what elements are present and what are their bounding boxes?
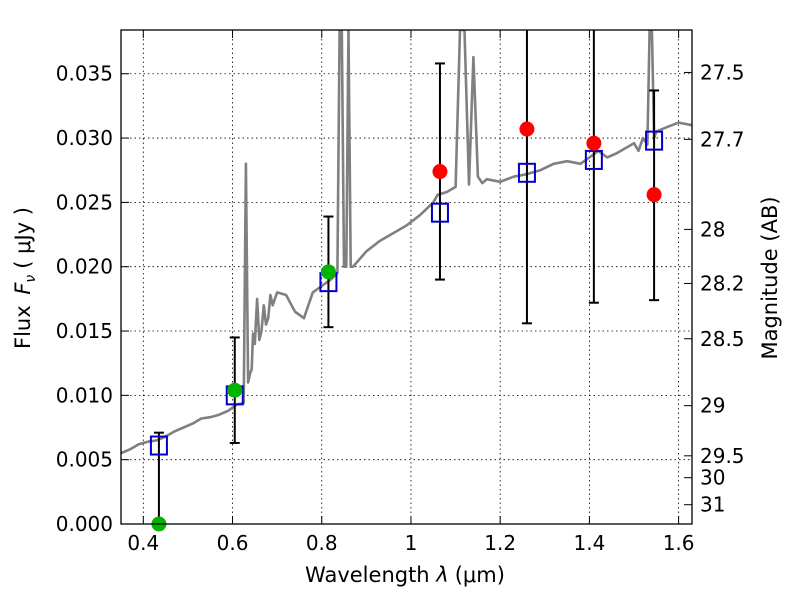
y-tick-label: 0.025 [56, 190, 113, 214]
y2-tick-label: 28.5 [700, 327, 745, 351]
y-tick-label: 0.000 [56, 512, 113, 536]
plot-area [121, 30, 692, 532]
y2-tick-label: 28 [700, 217, 725, 241]
model-photometry-square [584, 149, 603, 170]
y2-tick-label: 29.5 [700, 444, 745, 468]
detection-point [320, 264, 336, 280]
x-tick-label: 1.4 [573, 531, 605, 555]
y2-tick-label: 27.5 [700, 60, 745, 84]
model-spectrum-line [121, 30, 692, 455]
y-tick-label: 0.020 [56, 255, 113, 279]
y2-tick-label: 31 [700, 493, 725, 517]
x-axis-label: Wavelength λ (μm) [305, 563, 505, 587]
x-tick-label: 0.4 [127, 531, 159, 555]
axes [120, 29, 693, 525]
y2-tick-label: 28.2 [700, 271, 745, 295]
nondetection-point [586, 135, 602, 151]
y2-tick-label: 29 [700, 394, 725, 418]
nondetection-point [646, 187, 662, 203]
y-tick-label: 0.035 [56, 62, 113, 86]
model-photometry-square [517, 162, 536, 183]
y-tick-label: 0.010 [56, 383, 113, 407]
y-tick-label: 0.015 [56, 319, 113, 343]
grid [121, 30, 692, 525]
ticks: 0.4 0.6 0.8 1 1.2 1.4 1.6 0.000 0.005 0.010 0.015 0… [56, 30, 745, 555]
y-axis-label: Flux Fν( μJy ) [11, 207, 39, 349]
x-tick-label: 1 [405, 531, 418, 555]
x-tick-label: 0.8 [306, 531, 338, 555]
model-photometry-square [149, 435, 168, 456]
x-tick-label: 1.2 [484, 531, 516, 555]
model-photometry-square [430, 202, 449, 223]
y2-tick-label: 30 [700, 466, 725, 490]
y-tick-label: 0.005 [56, 448, 113, 472]
detection-point [227, 382, 243, 398]
x-tick-label: 1.6 [663, 531, 695, 555]
model-photometry-square [645, 130, 664, 151]
y-tick-label: 0.030 [56, 126, 113, 150]
y2-tick-label: 27.7 [700, 127, 745, 151]
nondetection-point [519, 121, 535, 137]
y2-axis-label: Magnitude (AB) [758, 196, 782, 359]
plot-frame [120, 29, 693, 525]
x-tick-label: 0.6 [217, 531, 249, 555]
nondetection-point [432, 164, 448, 180]
plot-clip-group [121, 30, 692, 524]
